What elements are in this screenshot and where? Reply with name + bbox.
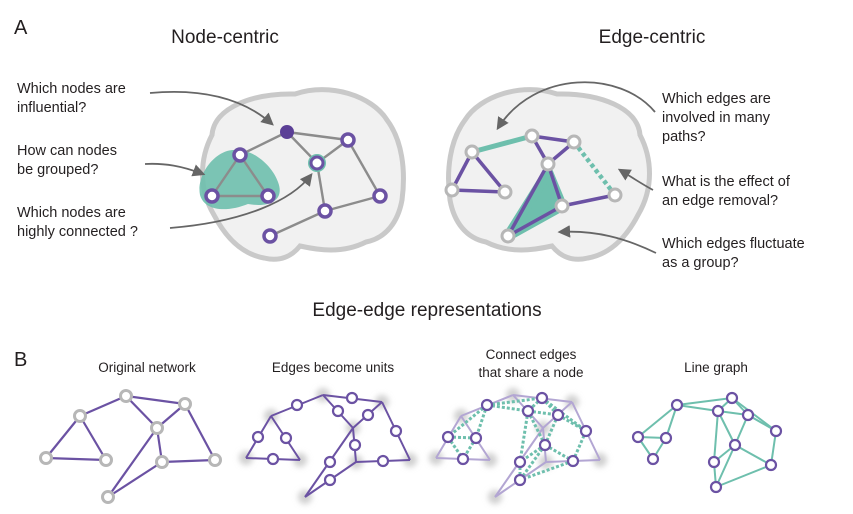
arrow-fluctuate	[557, 225, 657, 254]
step-connect-edges-label: Connect edges that share a node	[478, 347, 583, 380]
question-arrows	[144, 81, 657, 254]
step-edges-units-label: Edges become units	[272, 360, 395, 375]
arrow-removal	[617, 168, 654, 191]
edge-centric-network	[444, 128, 623, 244]
connected-edges	[429, 388, 607, 504]
original-network	[39, 389, 222, 504]
edges-as-units	[239, 388, 417, 504]
edge-question-paths: Which edges are involved in many paths?	[662, 91, 771, 145]
node-question-influential: Which nodes are influential?	[17, 81, 126, 116]
arrow-grouped	[144, 162, 206, 177]
node-question-grouped: How can nodes be grouped?	[17, 143, 117, 178]
node-centric-title: Node-centric	[171, 27, 279, 48]
edge-centric-title: Edge-centric	[599, 27, 706, 48]
node-centric-network	[199, 125, 388, 244]
arrow-connected	[169, 172, 313, 229]
edge-question-removal: What is the effect of an edge removal?	[662, 174, 791, 209]
step-line-graph-label: Line graph	[684, 360, 748, 375]
step-original-network-label: Original network	[98, 360, 196, 375]
node-question-connected: Which nodes are highly connected ?	[17, 205, 138, 240]
edge-question-fluctuate: Which edges fluctuate as a group?	[662, 236, 805, 271]
line-graph	[631, 391, 783, 494]
edge-edge-title: Edge-edge representations	[312, 300, 541, 321]
arrow-influential	[149, 90, 274, 126]
arrow-paths	[496, 81, 656, 131]
panel-b-label: B	[14, 349, 27, 371]
panel-a-label: A	[14, 17, 28, 39]
